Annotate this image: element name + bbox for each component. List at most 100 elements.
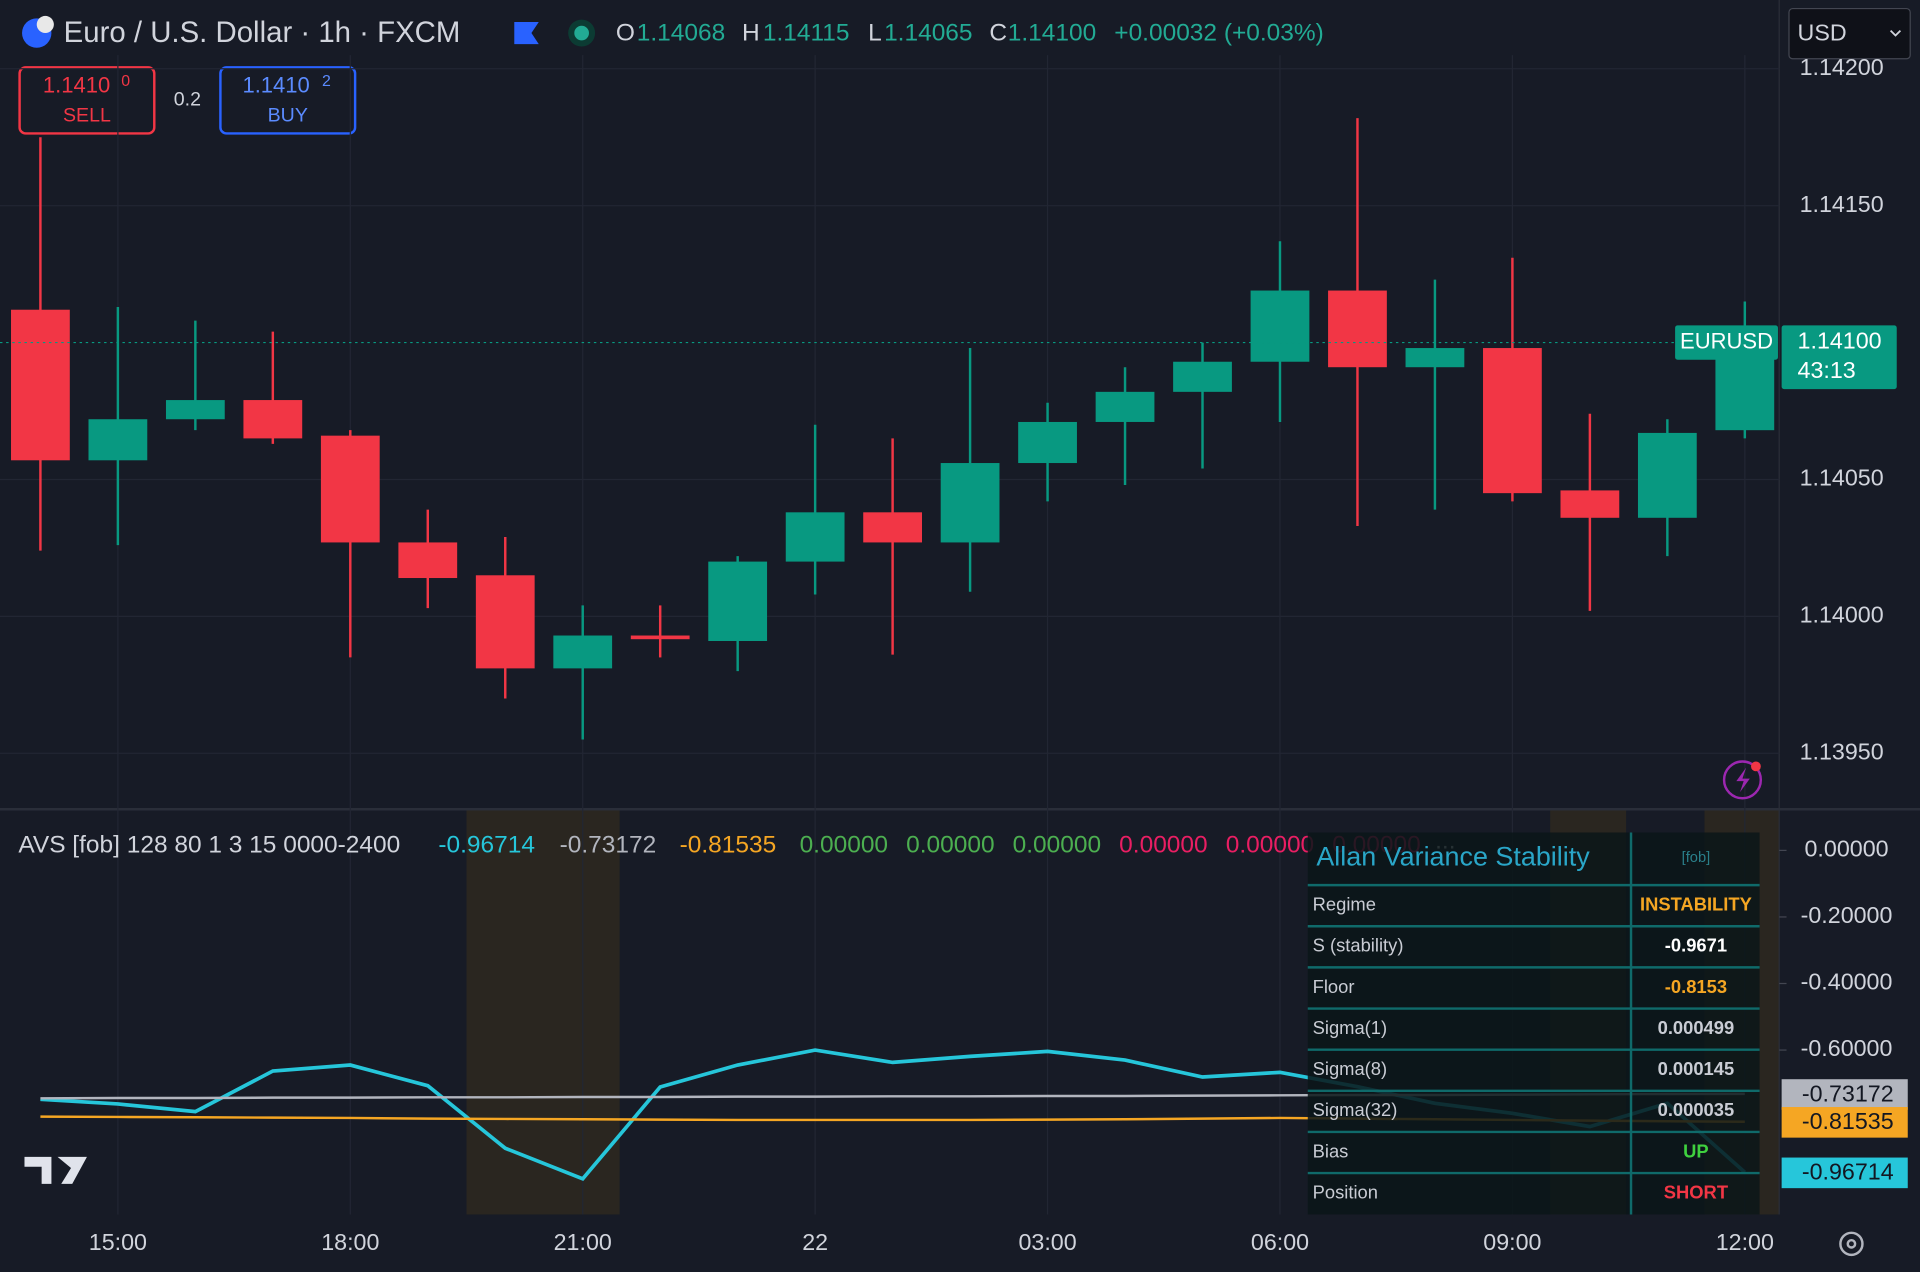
legend-value: -0.81535 — [680, 831, 777, 858]
x-tick-label: 12:00 — [1716, 1229, 1774, 1255]
legend-value: -0.73172 — [560, 831, 657, 858]
candle-body — [630, 635, 690, 640]
table-value: -0.8153 — [1665, 976, 1727, 997]
symbol-title: Euro / U.S. Dollar · 1h · FXCM — [64, 16, 461, 49]
candle-body — [1560, 490, 1620, 518]
alert-icon — [1736, 767, 1750, 793]
candle-body — [88, 419, 148, 461]
ohlc-value: 1.14068 — [637, 20, 725, 47]
legend-value: 0.00000 — [906, 831, 994, 858]
table-label: Sigma(1) — [1313, 1017, 1387, 1038]
legend-value: 0.00000 — [1119, 831, 1207, 858]
sell-price: 1.1410 — [43, 73, 110, 98]
last-price-box — [1781, 325, 1897, 390]
candle-body — [940, 463, 1000, 543]
buy-pip: 2 — [322, 73, 331, 90]
ohlc-value: 1.14065 — [884, 20, 972, 47]
alert-icon[interactable] — [1722, 760, 1763, 800]
flag-icon[interactable] — [514, 22, 539, 45]
table-value: 0.000145 — [1658, 1058, 1735, 1079]
sell-pip: 0 — [121, 73, 130, 90]
x-tick-label: 03:00 — [1018, 1229, 1076, 1255]
legend-value: 0.00000 — [1013, 831, 1101, 858]
alert-badge — [1751, 761, 1761, 772]
y-tick-label: 0.00000 — [1805, 836, 1889, 862]
y-tick-label: 1.14050 — [1800, 465, 1884, 491]
indicator-title: AVS [fob] 128 80 1 3 15 0000-2400 — [18, 831, 400, 858]
ohlc-label: H — [742, 20, 760, 47]
candle-body — [11, 309, 70, 461]
candle-body — [863, 512, 923, 543]
axis-value-box — [1781, 1079, 1908, 1110]
axis-value-label: -0.81535 — [1802, 1108, 1894, 1134]
y-tick-label: -0.20000 — [1801, 902, 1893, 928]
axis-value-label: -0.73172 — [1802, 1080, 1894, 1106]
countdown: 43:13 — [1798, 357, 1856, 383]
x-tick-label: 15:00 — [89, 1229, 147, 1255]
table-value: UP — [1683, 1140, 1709, 1161]
candle-body — [475, 575, 535, 669]
candle-body — [1173, 361, 1232, 392]
candle-body — [1095, 391, 1155, 422]
y-tick-label: -0.40000 — [1801, 969, 1893, 995]
currency-select[interactable] — [1788, 7, 1911, 60]
symbol-tag — [1675, 325, 1778, 360]
candle-body — [243, 400, 303, 439]
ohlc-label: C — [989, 20, 1007, 47]
ohlc-label: O — [616, 20, 635, 47]
y-tick-label: -0.60000 — [1801, 1035, 1893, 1061]
settings-icon[interactable] — [1839, 1231, 1864, 1257]
table-value: 0.000035 — [1658, 1099, 1735, 1120]
candle-body — [320, 435, 380, 543]
symbol-tag-label: EURUSD — [1680, 328, 1773, 353]
table-label: Sigma(8) — [1313, 1058, 1387, 1079]
candle-body — [1637, 432, 1697, 518]
x-tick-label: 06:00 — [1251, 1229, 1309, 1255]
y-tick-label: 1.14200 — [1800, 54, 1884, 80]
currency-label: USD — [1798, 19, 1847, 45]
y-tick-label: 1.13950 — [1800, 738, 1884, 764]
sell-label: SELL — [63, 104, 111, 126]
candle-body — [165, 400, 225, 420]
buy-button[interactable] — [219, 66, 357, 135]
candle-body — [785, 512, 845, 562]
candle-body — [553, 635, 613, 669]
buy-price: 1.1410 — [242, 73, 309, 98]
y-tick-label: 1.14000 — [1800, 601, 1884, 627]
table-value: 0.000499 — [1658, 1017, 1735, 1038]
ohlc-label: L — [868, 20, 882, 47]
y-tick-label: 1.14150 — [1800, 191, 1884, 217]
candle-body — [1328, 290, 1387, 368]
legend-value: 0.00000 — [800, 831, 888, 858]
candle-body — [1405, 348, 1465, 368]
table-value: INSTABILITY — [1640, 894, 1752, 915]
candle-body — [1018, 421, 1077, 464]
axis-value-box — [1781, 1157, 1908, 1189]
table-bg — [1307, 832, 1760, 1215]
candle-body — [708, 561, 768, 641]
table-label: S (stability) — [1313, 935, 1404, 956]
ohlc-value: 1.14100 — [1008, 20, 1096, 47]
settings-icon — [1846, 1238, 1857, 1249]
table-label: Bias — [1313, 1140, 1349, 1161]
price-change: +0.00032 (+0.03%) — [1114, 20, 1324, 47]
plot: 1.13950 1.14000 1.14050 1.14150 1.14200 15:00… — [0, 54, 1908, 1255]
candle-body — [1483, 348, 1542, 494]
session-band — [466, 810, 620, 1215]
table-value: SHORT — [1664, 1181, 1729, 1202]
sell-button[interactable] — [18, 66, 156, 135]
axis-value-box — [1781, 1107, 1908, 1138]
x-tick-label: 22 — [802, 1229, 828, 1255]
chevron — [1889, 29, 1902, 37]
logo — [24, 1156, 87, 1184]
table-tag: [fob] — [1682, 850, 1711, 866]
table-label: Sigma(32) — [1313, 1099, 1398, 1120]
table-title: Allan Variance Stability — [1316, 841, 1590, 871]
table-label: Floor — [1313, 976, 1355, 997]
candle-body — [1250, 290, 1310, 362]
x-tick-label: 21:00 — [554, 1229, 612, 1255]
legend-value: -0.96714 — [438, 831, 535, 858]
table-label: Regime — [1313, 894, 1376, 915]
